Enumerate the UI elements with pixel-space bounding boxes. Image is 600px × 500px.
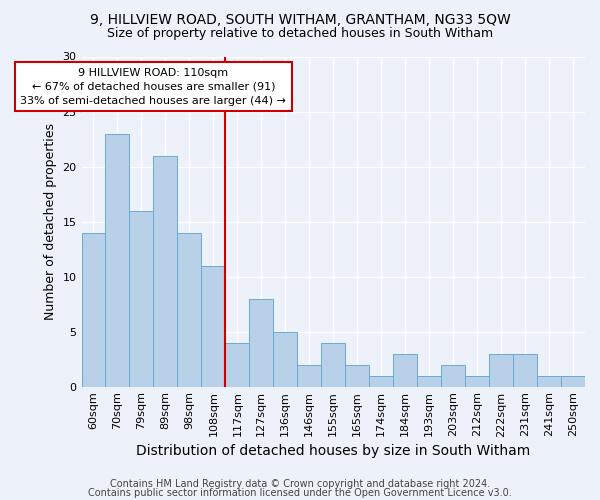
Bar [537, 376, 561, 386]
Bar [274, 332, 297, 386]
Bar [202, 266, 226, 386]
Bar [178, 232, 202, 386]
Bar [106, 134, 130, 386]
Bar [393, 354, 417, 386]
Bar [321, 342, 345, 386]
Bar [226, 342, 250, 386]
Bar [417, 376, 441, 386]
Bar [130, 210, 154, 386]
X-axis label: Distribution of detached houses by size in South Witham: Distribution of detached houses by size … [136, 444, 530, 458]
Bar [369, 376, 393, 386]
Bar [561, 376, 585, 386]
Bar [441, 364, 465, 386]
Text: Contains public sector information licensed under the Open Government Licence v3: Contains public sector information licen… [88, 488, 512, 498]
Text: Contains HM Land Registry data © Crown copyright and database right 2024.: Contains HM Land Registry data © Crown c… [110, 479, 490, 489]
Bar [82, 232, 106, 386]
Text: 9 HILLVIEW ROAD: 110sqm
← 67% of detached houses are smaller (91)
33% of semi-de: 9 HILLVIEW ROAD: 110sqm ← 67% of detache… [20, 68, 286, 106]
Bar [297, 364, 321, 386]
Bar [513, 354, 537, 386]
Bar [250, 298, 274, 386]
Y-axis label: Number of detached properties: Number of detached properties [44, 123, 57, 320]
Bar [465, 376, 489, 386]
Bar [345, 364, 369, 386]
Bar [154, 156, 178, 386]
Text: 9, HILLVIEW ROAD, SOUTH WITHAM, GRANTHAM, NG33 5QW: 9, HILLVIEW ROAD, SOUTH WITHAM, GRANTHAM… [89, 12, 511, 26]
Text: Size of property relative to detached houses in South Witham: Size of property relative to detached ho… [107, 28, 493, 40]
Bar [489, 354, 513, 386]
